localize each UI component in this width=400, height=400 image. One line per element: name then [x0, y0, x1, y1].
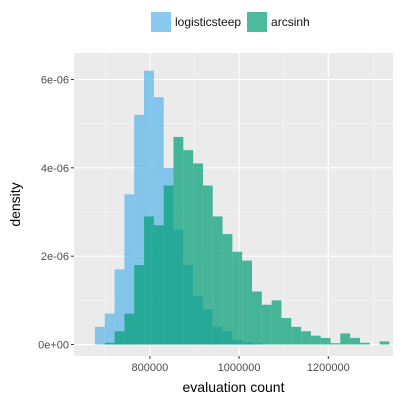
bar-arcsinh [261, 304, 272, 345]
bar-arcsinh [104, 342, 115, 345]
bar-arcsinh [193, 163, 203, 345]
legend-label-logisticsteep: logisticsteep [175, 15, 242, 29]
legend-item-arcsinh: arcsinh [247, 12, 310, 32]
bar-arcsinh [124, 313, 135, 345]
bar-arcsinh [153, 225, 164, 345]
bar-arcsinh [163, 185, 174, 345]
x-axis: 800000 1000000 1200000 [131, 356, 350, 374]
bar-logisticsteep [104, 313, 115, 345]
x-tick-label: 1000000 [218, 362, 261, 374]
bar-arcsinh [340, 333, 351, 345]
bar-logisticsteep [134, 114, 145, 345]
histogram-bars [94, 70, 390, 345]
y-tick-label: 0e+00 [38, 340, 69, 352]
legend: logisticsteep arcsinh [151, 12, 316, 32]
bar-arcsinh [242, 260, 253, 345]
bar-arcsinh [271, 300, 282, 345]
bar-logisticsteep [124, 194, 135, 345]
bar-arcsinh [350, 337, 360, 345]
bar-arcsinh [291, 326, 302, 345]
bar-logisticsteep [153, 97, 164, 345]
bar-logisticsteep [144, 70, 154, 345]
x-tick-label: 800000 [131, 362, 168, 374]
bar-arcsinh [320, 337, 331, 345]
legend-item-logisticsteep: logisticsteep [151, 12, 241, 32]
bar-arcsinh [212, 216, 223, 345]
y-tick-label: 4e-06 [41, 163, 69, 175]
legend-label-arcsinh: arcsinh [271, 15, 310, 29]
legend-swatch-logisticsteep [151, 12, 171, 32]
y-tick-label: 6e-06 [41, 75, 69, 87]
x-axis-label: evaluation count [183, 379, 285, 395]
bar-arcsinh [134, 265, 145, 345]
bar-arcsinh [330, 343, 341, 345]
bar-logisticsteep [114, 269, 125, 345]
bar-arcsinh [301, 331, 311, 345]
y-axis: 0e+00 2e-06 4e-06 6e-06 [38, 75, 74, 352]
legend-swatch-arcsinh [247, 12, 268, 32]
bar-arcsinh [202, 185, 213, 345]
bar-arcsinh [144, 216, 154, 345]
bar-arcsinh [222, 234, 233, 345]
bar-logisticsteep [94, 326, 105, 345]
y-tick-label: 2e-06 [41, 251, 69, 263]
bar-arcsinh [183, 150, 194, 345]
bar-arcsinh [252, 291, 262, 345]
bar-arcsinh [173, 136, 184, 345]
bar-arcsinh [232, 251, 243, 345]
bar-arcsinh [359, 342, 370, 345]
bar-arcsinh [281, 318, 292, 345]
y-axis-label: density [7, 182, 23, 226]
bar-arcsinh [379, 341, 390, 345]
x-tick-label: 1200000 [307, 362, 350, 374]
bar-arcsinh [310, 335, 321, 345]
bar-arcsinh [114, 331, 125, 345]
